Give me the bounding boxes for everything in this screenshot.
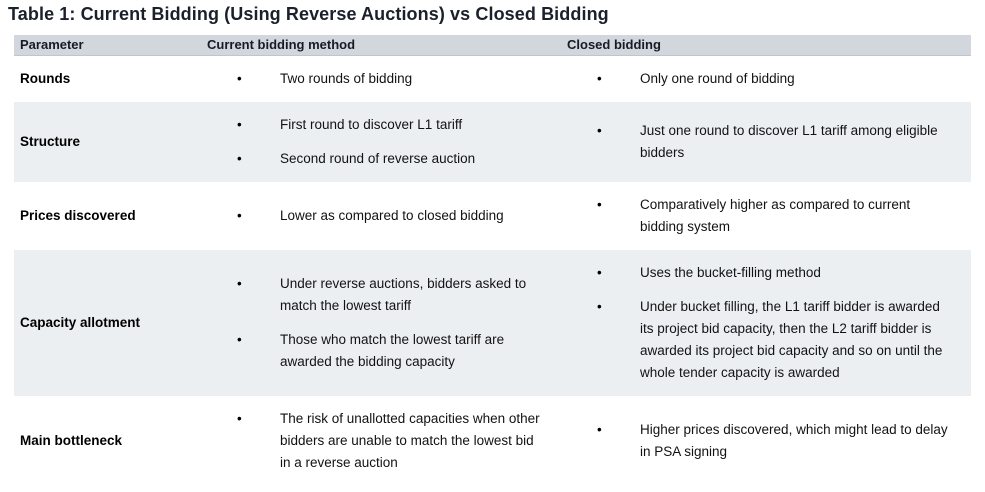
parameter-cell: Capacity allotment [20, 314, 141, 330]
bullet-icon: • [237, 410, 242, 426]
table-body: Rounds • Two rounds of bidding • Only one ro… [14, 55, 971, 486]
bullet-text: Under bucket filling, the L1 tariff bidd… [640, 298, 943, 380]
table-row: Rounds • Two rounds of bidding • Only one ro… [14, 55, 971, 102]
bullet-item: • Those who match the lowest tariff are a… [207, 329, 567, 373]
table-row: Capacity allotment • Under reverse auction… [14, 249, 971, 396]
bullet-text: Uses the bucket-filling method [640, 264, 821, 280]
bullet-item: • First round to discover L1 tariff [207, 114, 567, 136]
bullet-icon: • [237, 275, 242, 291]
bullet-item: • The risk of unallotted capacities when … [207, 408, 567, 474]
closed-bidding-cell: • Just one round to discover L1 tariff am… [567, 102, 971, 182]
bullet-icon: • [237, 207, 242, 223]
bullet-text: Second round of reverse auction [280, 150, 476, 166]
parameter-cell: Structure [20, 133, 81, 149]
bullet-item: • Higher prices discovered, which might l… [567, 419, 971, 463]
bullet-icon: • [597, 70, 602, 86]
bullet-item: • Under bucket filling, the L1 tariff bid… [567, 296, 971, 384]
closed-bidding-cell: • Only one round of bidding [567, 55, 971, 102]
bullet-item: • Lower as compared to closed bidding [207, 205, 567, 227]
table-row: Prices discovered • Lower as compared to c… [14, 181, 971, 250]
current-bidding-cell: • Under reverse auctions, bidders asked t… [207, 250, 567, 396]
table-header: Parameter Current bidding method Closed … [14, 35, 971, 56]
bullet-text: Those who match the lowest tariff are aw… [280, 331, 505, 369]
current-bidding-cell: • First round to discover L1 tariff • Secon… [207, 102, 567, 182]
bullet-icon: • [597, 196, 602, 212]
bullet-item: • Uses the bucket-filling method [567, 262, 971, 284]
bullet-text: Lower as compared to closed bidding [280, 207, 504, 223]
bullet-item: • Only one round of bidding [567, 68, 971, 90]
parameter-cell: Prices discovered [20, 207, 136, 223]
bullet-text: Under reverse auctions, bidders asked to… [280, 275, 527, 313]
bullet-item: • Second round of reverse auction [207, 148, 567, 170]
bullet-text: Higher prices discovered, which might le… [640, 421, 948, 459]
bullet-item: • Just one round to discover L1 tariff am… [567, 120, 971, 164]
closed-bidding-cell: • Uses the bucket-filling method • Under bu… [567, 250, 971, 396]
table-row: Main bottleneck • The risk of unallotted c… [14, 395, 971, 486]
bullet-icon: • [237, 116, 242, 132]
bullet-item: • Comparatively higher as compared to cur… [567, 194, 971, 238]
current-bidding-cell: • Two rounds of bidding [207, 55, 567, 102]
bullet-icon: • [597, 298, 602, 314]
bullet-text: Two rounds of bidding [280, 70, 413, 86]
bullet-icon: • [237, 70, 242, 86]
bullet-item: • Two rounds of bidding [207, 68, 567, 90]
bullet-text: First round to discover L1 tariff [280, 116, 463, 132]
parameter-cell: Rounds [20, 70, 71, 86]
table-title: Table 1: Current Bidding (Using Reverse … [8, 4, 609, 24]
bullet-icon: • [237, 150, 242, 166]
table-row: Structure • First round to discover L1 tar… [14, 101, 971, 182]
bullet-icon: • [597, 421, 602, 437]
column-header-current-bidding: Current bidding method [207, 35, 567, 56]
bullet-icon: • [597, 122, 602, 138]
bullet-item: • Under reverse auctions, bidders asked t… [207, 273, 567, 317]
header-row: Parameter Current bidding method Closed … [14, 35, 971, 56]
bullet-icon: • [597, 264, 602, 280]
bullet-text: Just one round to discover L1 tariff amo… [640, 122, 938, 160]
column-header-parameter: Parameter [14, 35, 207, 56]
column-header-closed-bidding: Closed bidding [567, 35, 971, 56]
current-bidding-cell: • The risk of unallotted capacities when … [207, 396, 567, 486]
parameter-cell: Main bottleneck [20, 432, 123, 448]
bullet-icon: • [237, 331, 242, 347]
current-bidding-cell: • Lower as compared to closed bidding [207, 182, 567, 250]
comparison-table: Parameter Current bidding method Closed … [14, 35, 971, 486]
bullet-text: The risk of unallotted capacities when o… [280, 410, 540, 470]
closed-bidding-cell: • Comparatively higher as compared to cur… [567, 182, 971, 250]
bullet-text: Comparatively higher as compared to curr… [640, 196, 911, 234]
closed-bidding-cell: • Higher prices discovered, which might l… [567, 396, 971, 486]
bullet-text: Only one round of bidding [640, 70, 795, 86]
